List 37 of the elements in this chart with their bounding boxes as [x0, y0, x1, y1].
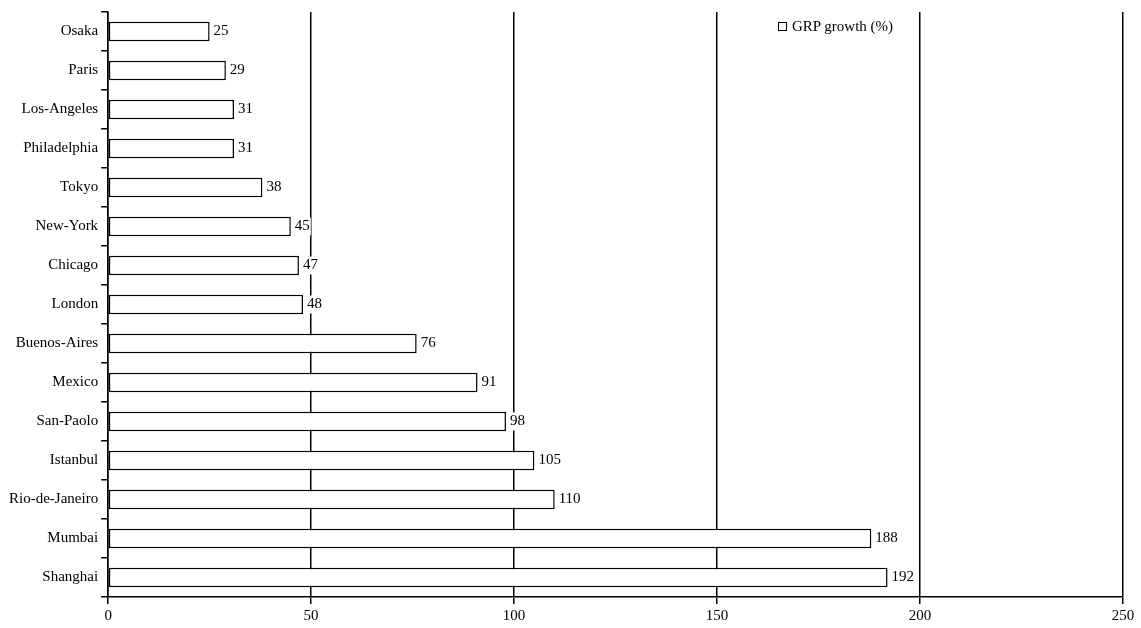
data-label: 38	[266, 178, 282, 195]
data-label: 48	[306, 295, 322, 312]
x-tick-label: 0	[104, 606, 112, 623]
y-tick-label: Rio-de-Janeiro	[9, 490, 99, 507]
y-tick-label: Osaka	[60, 22, 99, 39]
y-tick-label: Los-Angeles	[21, 100, 99, 117]
x-tick-label: 100	[502, 606, 526, 623]
y-tick-label: Buenos-Aires	[15, 334, 99, 351]
y-tick-label: Istanbul	[49, 451, 99, 468]
data-label: 29	[229, 61, 245, 78]
x-tick-label: 50	[303, 606, 319, 623]
data-label: 31	[237, 100, 253, 117]
data-label: 31	[237, 139, 253, 156]
data-label: 110	[558, 490, 581, 507]
data-label: 76	[420, 334, 437, 351]
x-tick-label: 250	[1111, 606, 1135, 623]
y-tick-label: Chicago	[48, 256, 99, 273]
data-label: 45	[294, 217, 310, 234]
y-tick-label: Mumbai	[47, 529, 99, 546]
y-tick-label: Shanghai	[42, 568, 99, 585]
y-tick-label: Mexico	[52, 373, 99, 390]
data-label: 47	[302, 256, 319, 273]
y-tick-label: San-Paolo	[36, 412, 99, 429]
data-label: 25	[213, 22, 229, 39]
y-tick-label: London	[51, 295, 99, 312]
x-tick-label: 200	[908, 606, 932, 623]
data-label: 98	[509, 412, 525, 429]
data-label: 105	[538, 451, 561, 468]
data-label: 188	[875, 529, 898, 546]
data-label: 192	[891, 568, 915, 585]
y-tick-label: Tokyo	[60, 178, 99, 195]
y-tick-label: New-York	[35, 217, 99, 234]
text: GRP growth (%)	[792, 17, 894, 35]
data-label: 91	[481, 373, 497, 390]
x-tick-label: 150	[705, 606, 729, 623]
y-tick-label: Paris	[68, 61, 99, 78]
y-tick-label: Philadelphia	[23, 139, 99, 156]
